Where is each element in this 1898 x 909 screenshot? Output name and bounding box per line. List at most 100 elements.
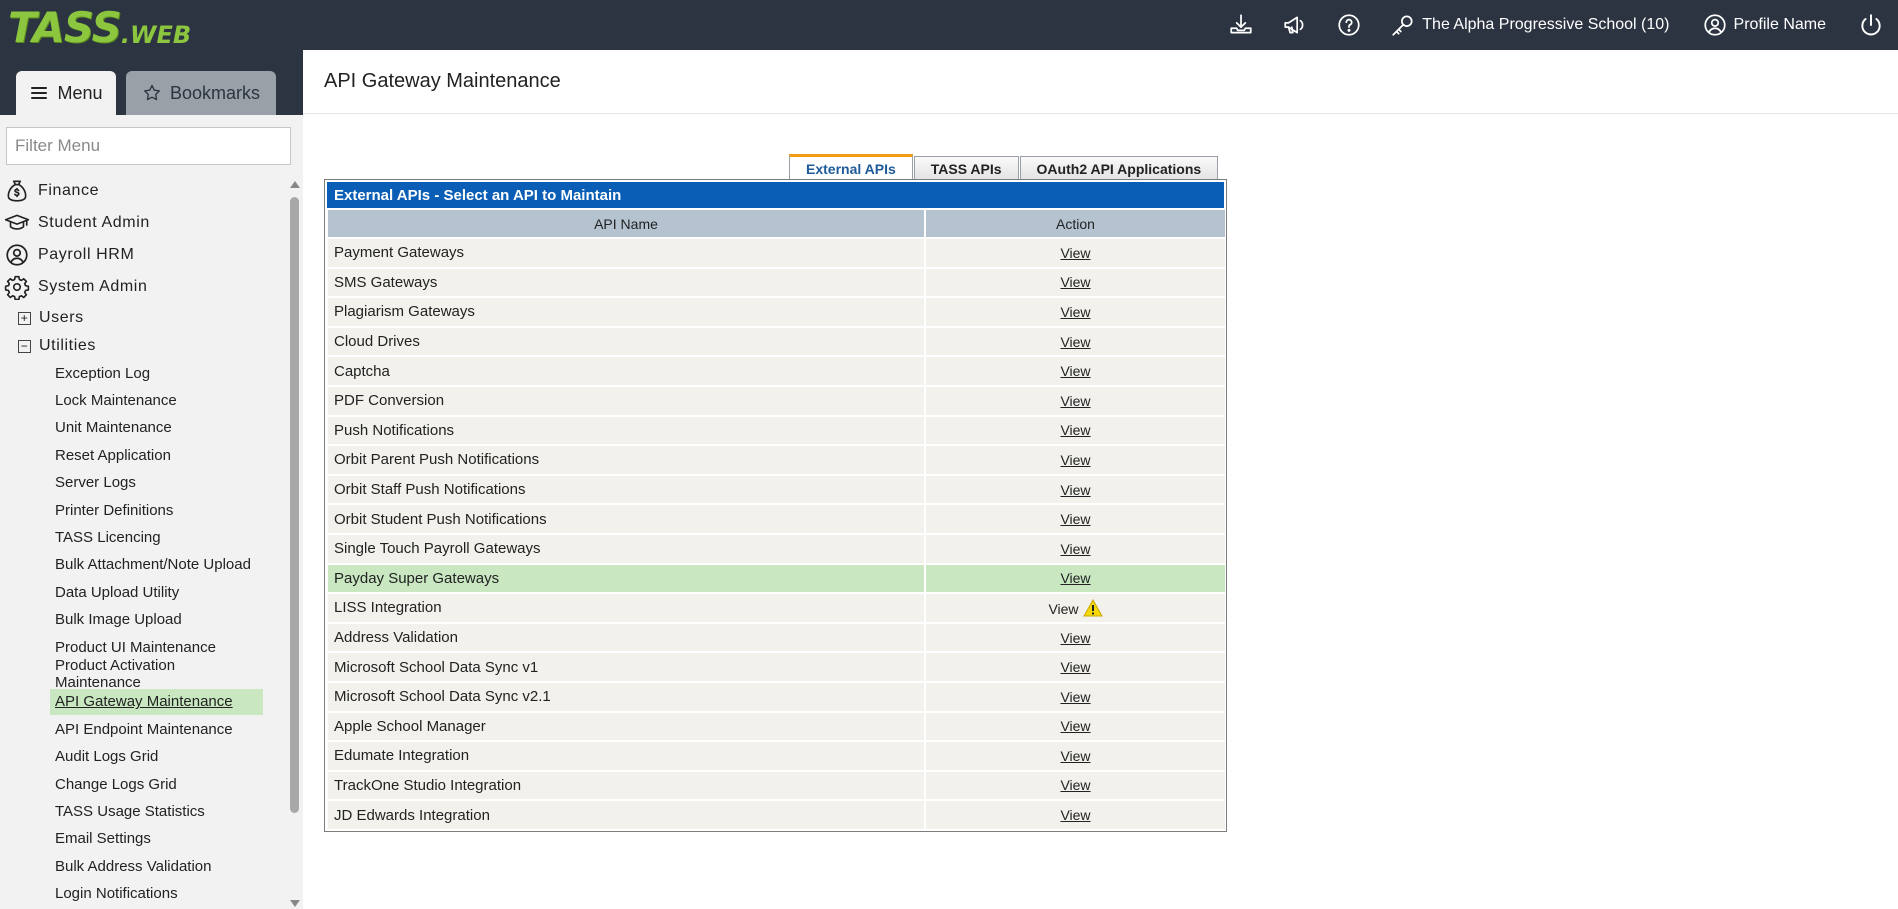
view-link[interactable]: View: [1060, 451, 1091, 468]
api-name-cell: PDF Conversion: [328, 386, 924, 415]
view-link[interactable]: View: [1060, 333, 1091, 350]
view-link[interactable]: View: [1060, 244, 1091, 261]
table-row: Cloud Drives View: [328, 327, 1225, 356]
bookmarks-tab[interactable]: Bookmarks: [126, 71, 276, 115]
menu-item-users[interactable]: + Users: [0, 304, 286, 332]
logo-suffix-text: .WEB: [120, 21, 192, 49]
menu-leaf-printer-definitions[interactable]: Printer Definitions: [55, 501, 174, 519]
menu-leaf-api-gateway-maintenance[interactable]: API Gateway Maintenance: [50, 688, 263, 715]
action-cell: View: [926, 446, 1225, 474]
menu-item-utilities[interactable]: − Utilities: [0, 332, 286, 360]
menu-leaf-unit-maintenance[interactable]: Unit Maintenance: [55, 419, 172, 437]
menu-item-system-admin[interactable]: System Admin: [0, 271, 286, 303]
action-cell: View: [926, 771, 1225, 800]
school-selector[interactable]: The Alpha Progressive School (10): [1376, 0, 1687, 50]
menu-leaf-bulk-image-upload[interactable]: Bulk Image Upload: [55, 611, 182, 629]
menu-leaf-exception-log[interactable]: Exception Log: [55, 364, 151, 382]
table-row: Orbit Parent Push Notifications View: [328, 446, 1225, 474]
menu-item-student-admin[interactable]: Student Admin: [0, 207, 286, 239]
menu-leaf-data-upload-utility[interactable]: Data Upload Utility: [55, 583, 180, 601]
view-link[interactable]: View: [1060, 688, 1091, 705]
view-link[interactable]: View: [1060, 511, 1091, 528]
view-link[interactable]: View: [1060, 718, 1091, 735]
scroll-thumb[interactable]: [290, 197, 299, 813]
menu-leaf-product-ui-maintenance[interactable]: Product UI Maintenance: [55, 638, 216, 656]
view-link[interactable]: View: [1060, 274, 1091, 291]
menu-leaf-bulk-address-validation[interactable]: Bulk Address Validation: [55, 857, 212, 875]
table-row: Address Validation View: [328, 623, 1225, 652]
table-row: Edumate Integration View: [328, 742, 1225, 770]
menu-item-finance[interactable]: Finance: [0, 175, 286, 207]
expand-icon[interactable]: +: [18, 311, 31, 325]
menu-item-label: Payroll HRM: [38, 246, 135, 263]
megaphone-icon[interactable]: [1268, 0, 1322, 50]
menu-leaf-api-endpoint-maintenance[interactable]: API Endpoint Maintenance: [55, 720, 233, 738]
view-link[interactable]: View: [1060, 363, 1091, 380]
view-link[interactable]: View: [1060, 777, 1091, 794]
tab-oauth2-api-applications[interactable]: OAuth2 API Applications: [1019, 156, 1219, 180]
view-link[interactable]: View: [1060, 807, 1091, 824]
table-row: PDF Conversion View: [328, 386, 1225, 415]
download-icon[interactable]: [1214, 0, 1268, 50]
view-link[interactable]: View: [1060, 629, 1091, 646]
logo-main-text: TASS: [8, 3, 122, 52]
view-link[interactable]: View: [1060, 747, 1091, 764]
menu-leaf-product-activation-maintenance[interactable]: Product Activation Maintenance: [55, 657, 176, 692]
menu-leaf-tass-usage-statistics[interactable]: TASS Usage Statistics: [55, 802, 205, 820]
profile-menu[interactable]: Profile Name: [1688, 0, 1844, 50]
menu-tab[interactable]: Menu: [16, 71, 116, 115]
menu-leaf-lock-maintenance[interactable]: Lock Maintenance: [55, 391, 177, 409]
action-cell: View: [926, 682, 1225, 711]
table-row-selected: Payday Super Gateways View: [328, 564, 1225, 593]
api-name-cell: Address Validation: [328, 623, 924, 652]
scroll-up-arrow[interactable]: [290, 181, 300, 188]
scroll-down-arrow[interactable]: [290, 900, 300, 907]
menu-leaf-tass-licencing[interactable]: TASS Licencing: [55, 528, 161, 546]
api-name-cell: Push Notifications: [328, 416, 924, 445]
user-circle-icon: [1703, 14, 1726, 36]
menu-leaf-server-logs[interactable]: Server Logs: [55, 474, 136, 492]
table-row: Push Notifications View: [328, 416, 1225, 445]
collapse-icon[interactable]: −: [18, 339, 31, 353]
menu-leaf-bulk-attachment-upload[interactable]: Bulk Attachment/Note Upload: [55, 556, 251, 574]
external-apis-panel: External APIs - Select an API to Maintai…: [324, 179, 1227, 832]
action-cell: View: [926, 327, 1225, 356]
menu-tab-label: Menu: [57, 82, 103, 103]
page-title: API Gateway Maintenance: [324, 70, 561, 92]
menu-leaf-audit-logs-grid[interactable]: Audit Logs Grid: [55, 748, 159, 766]
tab-external-apis[interactable]: External APIs: [789, 154, 913, 180]
sidebar-scrollbar[interactable]: [286, 175, 303, 909]
tass-logo[interactable]: TASS .WEB: [8, 6, 191, 50]
action-cell: View: [926, 534, 1225, 563]
help-icon[interactable]: [1322, 0, 1376, 50]
tab-tass-apis[interactable]: TASS APIs: [913, 156, 1019, 180]
main-content: API Gateway Maintenance External APIs TA…: [303, 50, 1898, 909]
table-row: Payment Gateways View: [328, 239, 1225, 267]
action-cell: View: [926, 386, 1225, 415]
view-link[interactable]: View: [1060, 540, 1091, 557]
power-icon[interactable]: [1844, 0, 1898, 50]
view-link[interactable]: View: [1060, 570, 1091, 587]
menu-item-label: Users: [39, 309, 84, 326]
view-link[interactable]: View: [1060, 422, 1091, 439]
menu-leaf-login-notifications[interactable]: Login Notifications: [55, 885, 178, 903]
api-name-cell: Single Touch Payroll Gateways: [328, 534, 924, 563]
view-link[interactable]: View: [1060, 481, 1091, 498]
money-bag-icon: [7, 180, 27, 202]
menu-leaf-change-logs-grid[interactable]: Change Logs Grid: [55, 775, 177, 793]
action-cell: View: [926, 801, 1225, 829]
sidebar-tabs: Menu Bookmarks: [0, 50, 303, 115]
view-text-disabled: View: [1048, 600, 1079, 617]
menu-leaf-email-settings[interactable]: Email Settings: [55, 830, 151, 848]
menu-list: Finance Student Admin Payroll HRM System…: [0, 175, 286, 909]
filter-menu-input[interactable]: [6, 127, 291, 165]
view-link[interactable]: View: [1060, 392, 1091, 409]
table-row: LISS Integration View: [328, 594, 1225, 622]
api-name-cell: Microsoft School Data Sync v2.1: [328, 682, 924, 711]
view-link[interactable]: View: [1060, 659, 1091, 676]
action-cell: View: [926, 505, 1225, 533]
menu-leaf-reset-application[interactable]: Reset Application: [55, 446, 171, 464]
sidebar: Menu Bookmarks Finance Student Admin Pay…: [0, 50, 303, 909]
menu-item-payroll-hrm[interactable]: Payroll HRM: [0, 239, 286, 271]
view-link[interactable]: View: [1060, 303, 1091, 320]
